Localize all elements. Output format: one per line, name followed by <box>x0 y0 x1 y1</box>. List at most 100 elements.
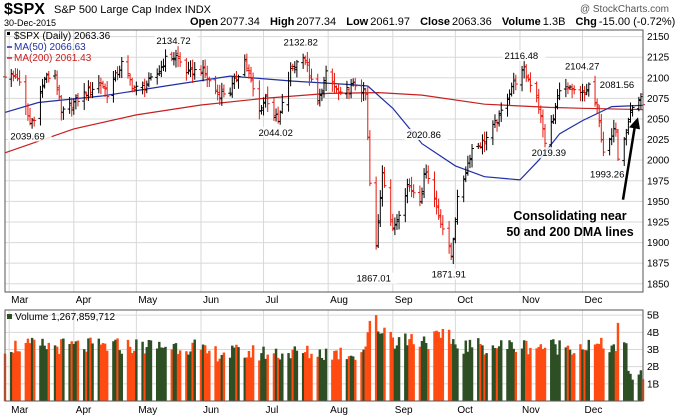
volume-value: 1.3B <box>542 16 566 28</box>
volume-bar <box>251 345 255 401</box>
month-tick-label: Jun <box>203 295 219 306</box>
volume-bar <box>143 353 146 401</box>
volume-bar <box>608 352 611 401</box>
symbol[interactable]: $SPX <box>4 1 45 18</box>
price-bar <box>263 93 268 108</box>
volume-bar <box>468 339 472 401</box>
price-bar <box>207 76 212 88</box>
price-bar <box>534 81 539 103</box>
volume-bar <box>441 328 445 401</box>
price-bar <box>582 86 587 102</box>
volume-bar <box>376 331 380 401</box>
volume-bar <box>587 339 591 401</box>
volume-bar <box>235 344 238 401</box>
volume-bar <box>627 370 630 401</box>
volume-bar <box>572 353 576 401</box>
price-bar <box>290 63 295 72</box>
volume-bar <box>18 351 21 401</box>
volume-bar <box>393 348 397 401</box>
volume-bar <box>520 348 524 401</box>
price-bar <box>403 188 408 223</box>
volume-panel-frame <box>4 309 644 402</box>
volume-bar <box>316 356 319 401</box>
price-bar <box>242 54 247 77</box>
volume-bar <box>497 346 501 401</box>
volume-bar <box>447 329 451 401</box>
volume-bar <box>32 339 36 401</box>
volume-bar <box>112 341 115 401</box>
price-bar <box>613 122 618 137</box>
price-bar <box>46 70 51 83</box>
volume-bar <box>133 350 136 401</box>
volume-bar <box>189 351 192 401</box>
volume-bar <box>158 341 161 401</box>
volume-bar <box>295 350 299 401</box>
price-bar <box>455 189 460 225</box>
volume-bar <box>514 351 518 401</box>
copyright[interactable]: @ StockCharts.com <box>579 4 669 15</box>
volume-bar <box>304 352 307 401</box>
price-tick-label: 2025 <box>647 135 670 146</box>
high-value: 2077.34 <box>296 16 337 28</box>
price-bar <box>71 98 76 115</box>
price-annotation-label: 1993.26 <box>590 170 624 181</box>
volume-month-tick-label: Dec <box>585 405 603 416</box>
volume-bar <box>266 354 269 401</box>
volume-bar <box>452 339 455 401</box>
price-bar <box>280 93 285 114</box>
volume-bar <box>28 343 32 401</box>
legend-price-swatch <box>7 32 10 35</box>
price-annotation-bg <box>8 130 52 142</box>
price-bar <box>257 80 262 120</box>
price-bar <box>309 68 314 83</box>
volume-month-tick-label: Nov <box>522 405 540 416</box>
volume-tick-label: 4B <box>647 328 660 339</box>
volume-bar <box>454 344 457 401</box>
price-bar <box>511 72 516 94</box>
price-annotation-label: 2019.39 <box>532 148 566 159</box>
price-bar <box>155 68 160 85</box>
volume-bar <box>508 340 511 401</box>
volume-bar <box>406 345 409 401</box>
ma200-line <box>4 91 644 154</box>
volume-bar <box>260 353 263 401</box>
volume-bar <box>535 348 538 401</box>
price-bar <box>161 58 166 72</box>
volume-bar <box>462 353 465 401</box>
volume-bar <box>333 350 336 401</box>
volume-bar <box>135 339 138 401</box>
price-bar <box>543 124 548 150</box>
volume-bar <box>479 343 482 401</box>
volume-bar <box>216 361 219 401</box>
volume-bar <box>495 348 499 401</box>
volume-bar <box>141 341 144 401</box>
volume-bar <box>208 350 211 401</box>
volume-bar <box>103 343 107 401</box>
volume-bar <box>76 340 80 401</box>
volume-bar <box>550 339 553 401</box>
price-bar <box>638 93 643 109</box>
price-bar <box>426 165 431 184</box>
volume-bar <box>595 343 599 401</box>
volume-bar <box>597 343 601 401</box>
volume-bar <box>351 356 355 401</box>
ma50-line <box>4 75 644 181</box>
volume-bar <box>162 347 165 401</box>
price-bar <box>265 86 270 112</box>
volume-bar <box>570 354 574 401</box>
volume-bar <box>258 360 261 401</box>
price-annotation-bg <box>563 60 607 72</box>
price-bar <box>278 110 283 125</box>
price-bar <box>11 70 16 82</box>
volume-bar <box>491 345 495 401</box>
price-bar <box>134 81 139 96</box>
volume-bar <box>247 350 251 401</box>
price-bar <box>317 88 322 107</box>
volume-bar <box>391 337 395 401</box>
volume-bar <box>30 337 34 401</box>
price-bar <box>570 83 575 99</box>
price-bar <box>595 98 600 114</box>
volume-bar <box>172 343 176 401</box>
volume-bar <box>593 344 597 401</box>
